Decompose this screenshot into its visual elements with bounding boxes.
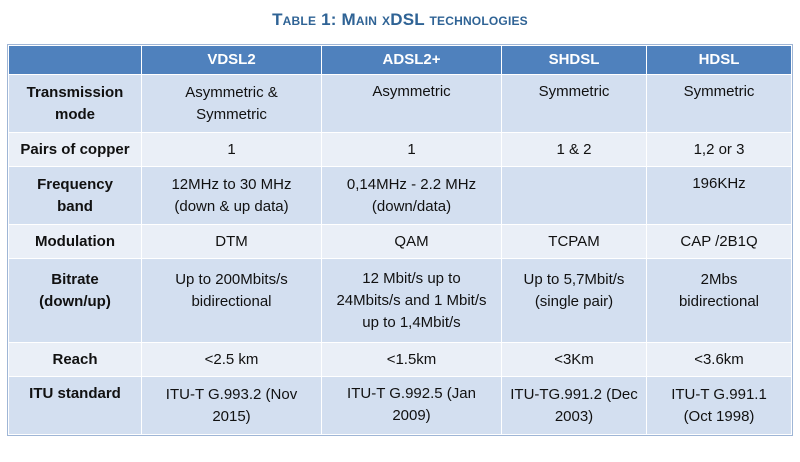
cell-line: <3.6km	[694, 350, 744, 368]
label-line: ITU standard	[29, 385, 121, 402]
cell-shdsl-transmission-mode: Symmetric	[501, 74, 647, 133]
cell-line: (Oct 1998)	[683, 407, 755, 425]
cell-vdsl2-reach: <2.5 km	[141, 342, 322, 377]
cell-line: CAP /2B1Q	[680, 232, 758, 250]
label-line: Frequency	[37, 175, 113, 193]
table-row: ITU standard ITU-T G.993.2 (Nov 2015) IT…	[8, 376, 792, 435]
cell-line: 1,2 or 3	[693, 140, 745, 158]
cell-line: 24Mbits/s and 1 Mbit/s	[336, 291, 487, 309]
cell-shdsl-itu: ITU-TG.991.2 (Dec 2003)	[501, 376, 647, 435]
cell-vdsl2-pairs: 1	[141, 132, 322, 167]
label-line: Modulation	[35, 232, 115, 250]
cell-line: <2.5 km	[204, 350, 259, 368]
table-row: Modulation DTM QAM TCPAM CAP /2B1Q	[8, 224, 792, 259]
cell-shdsl-reach: <3Km	[501, 342, 647, 377]
label-line: Transmission	[26, 83, 124, 101]
cell-hdsl-modulation: CAP /2B1Q	[646, 224, 792, 259]
cell-line: bidirectional	[678, 293, 760, 310]
cell-adsl2plus-reach: <1.5km	[321, 342, 502, 377]
cell-adsl2plus-itu: ITU-T G.992.5 (Jan 2009)	[321, 376, 502, 435]
cell-line: DTM	[215, 232, 248, 250]
cell-adsl2plus-bitrate: 12 Mbit/s up to 24Mbits/s and 1 Mbit/s u…	[321, 258, 502, 343]
cell-line: ITU-T G.991.1	[671, 385, 767, 403]
cell-vdsl2-frequency: 12MHz to 30 MHz (down & up data)	[141, 166, 322, 225]
cell-line: 2015)	[212, 407, 251, 425]
cell-line: Symmetric	[538, 83, 610, 100]
row-label-pairs-of-copper: Pairs of copper	[8, 132, 142, 167]
cell-hdsl-frequency: 196KHz	[646, 166, 792, 225]
cell-line: ITU-T G.993.2 (Nov	[165, 385, 298, 403]
cell-shdsl-pairs: 1 & 2	[501, 132, 647, 167]
label-line: (down/up)	[39, 293, 111, 310]
cell-line: TCPAM	[548, 232, 600, 250]
cell-line: 196KHz	[692, 175, 746, 192]
row-label-transmission-mode: Transmission mode	[8, 74, 142, 133]
cell-line: (down & up data)	[174, 197, 289, 215]
cell-line: 1	[227, 140, 236, 158]
cell-line: QAM	[394, 232, 429, 250]
cell-adsl2plus-transmission-mode: Asymmetric	[321, 74, 502, 133]
label-line: Bitrate	[51, 271, 99, 288]
header-corner	[8, 45, 142, 75]
cell-line: (down/data)	[371, 197, 452, 215]
table-row: Bitrate (down/up) Up to 200Mbits/s bidir…	[8, 258, 792, 343]
cell-line: <3Km	[554, 350, 594, 368]
cell-shdsl-modulation: TCPAM	[501, 224, 647, 259]
cell-line: ITU-T G.992.5 (Jan 2009)	[347, 385, 476, 424]
cell-hdsl-pairs: 1,2 or 3	[646, 132, 792, 167]
cell-vdsl2-itu: ITU-T G.993.2 (Nov 2015)	[141, 376, 322, 435]
cell-line: 2003)	[554, 407, 594, 425]
cell-line: <1.5km	[386, 350, 437, 368]
cell-line: 1 & 2	[556, 140, 592, 158]
cell-line: Asymmetric &	[185, 83, 278, 101]
cell-hdsl-reach: <3.6km	[646, 342, 792, 377]
header-vdsl2: VDSL2	[141, 45, 322, 75]
header-adsl2plus: ADSL2+	[321, 45, 502, 75]
table-caption: Table 1: Main xDSL technologies	[272, 10, 528, 29]
header-hdsl: HDSL	[646, 45, 792, 75]
cell-adsl2plus-pairs: 1	[321, 132, 502, 167]
row-label-itu-standard: ITU standard	[8, 376, 142, 435]
xdsl-technologies-table: VDSL2 ADSL2+ SHDSL HDSL Transmission mod…	[8, 45, 792, 435]
cell-vdsl2-bitrate: Up to 200Mbits/s bidirectional	[141, 258, 322, 343]
header-shdsl: SHDSL	[501, 45, 647, 75]
cell-line: Symmetric	[683, 83, 755, 100]
row-label-reach: Reach	[8, 342, 142, 377]
cell-line: 12MHz to 30 MHz	[171, 175, 292, 193]
cell-line: up to 1,4Mbit/s	[362, 313, 461, 331]
label-line: Reach	[52, 350, 98, 368]
cell-line: 1	[407, 140, 416, 158]
cell-line: ITU-TG.991.2 (Dec	[510, 385, 638, 403]
row-label-bitrate: Bitrate (down/up)	[8, 258, 142, 343]
row-label-frequency-band: Frequency band	[8, 166, 142, 225]
cell-adsl2plus-frequency: 0,14MHz - 2.2 MHz (down/data)	[321, 166, 502, 225]
cell-line: Up to 200Mbits/s	[175, 271, 288, 288]
cell-shdsl-bitrate: Up to 5,7Mbit/s (single pair)	[501, 258, 647, 343]
cell-line: (single pair)	[534, 293, 614, 310]
cell-adsl2plus-modulation: QAM	[321, 224, 502, 259]
cell-vdsl2-modulation: DTM	[141, 224, 322, 259]
label-line: band	[57, 197, 93, 215]
header-row: VDSL2 ADSL2+ SHDSL HDSL	[8, 45, 792, 75]
row-label-modulation: Modulation	[8, 224, 142, 259]
cell-line: 0,14MHz - 2.2 MHz	[346, 175, 477, 193]
cell-shdsl-frequency	[501, 166, 647, 225]
cell-vdsl2-transmission-mode: Asymmetric & Symmetric	[141, 74, 322, 133]
cell-line: 2Mbs	[700, 271, 738, 288]
table-row: Reach <2.5 km <1.5km <3Km <3.6km	[8, 342, 792, 377]
cell-line: Up to 5,7Mbit/s	[523, 271, 625, 288]
cell-line: Symmetric	[196, 105, 267, 123]
cell-hdsl-itu: ITU-T G.991.1 (Oct 1998)	[646, 376, 792, 435]
table-row: Frequency band 12MHz to 30 MHz (down & u…	[8, 166, 792, 225]
label-line: Pairs of copper	[20, 140, 130, 158]
cell-line: Asymmetric	[372, 83, 451, 100]
cell-hdsl-transmission-mode: Symmetric	[646, 74, 792, 133]
cell-line: 12 Mbit/s up to	[362, 269, 461, 287]
cell-line: bidirectional	[191, 293, 272, 310]
label-line: mode	[54, 105, 95, 123]
cell-hdsl-bitrate: 2Mbs bidirectional	[646, 258, 792, 343]
table-row: Pairs of copper 1 1 1 & 2 1,2 or 3	[8, 132, 792, 167]
table-row: Transmission mode Asymmetric & Symmetric…	[8, 74, 792, 133]
